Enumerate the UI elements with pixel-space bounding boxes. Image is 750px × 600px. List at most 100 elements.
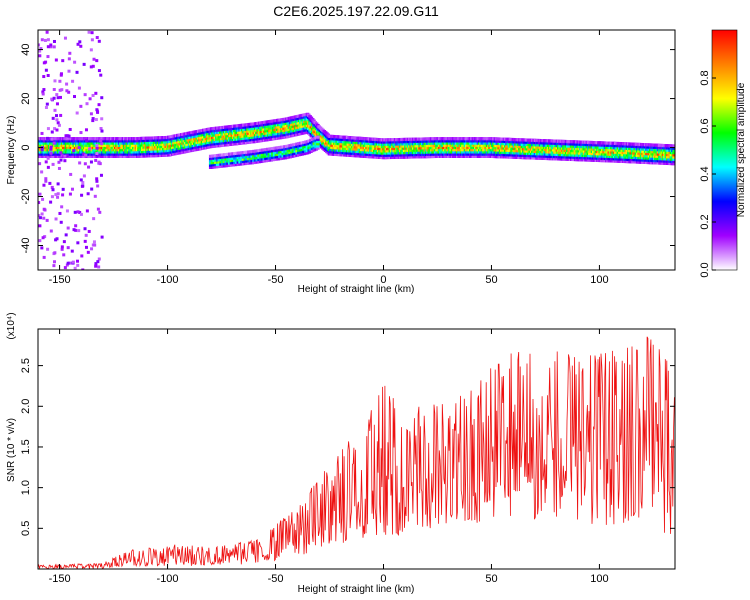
spectrogram-cell xyxy=(62,253,66,257)
spectrogram-cell xyxy=(48,181,52,185)
spectrogram-cell xyxy=(85,102,89,106)
spectrogram-cell xyxy=(86,250,90,254)
spectrogram-cell xyxy=(82,62,86,66)
spectrogram-cell xyxy=(44,68,48,72)
spectrogram-cell xyxy=(45,30,49,34)
spectrogram-cell xyxy=(92,240,96,244)
spectrogram-cell xyxy=(672,159,675,164)
spectrogram-cell xyxy=(46,38,50,42)
spectrogram-cell xyxy=(38,54,42,58)
spectrogram-cell xyxy=(58,88,62,92)
spectrogram-cell xyxy=(93,194,97,198)
spectrogram-cell xyxy=(70,187,74,191)
spectrogram-cell xyxy=(79,178,83,182)
spectrogram-cell xyxy=(40,246,44,250)
spectrogram-cell xyxy=(38,43,41,47)
spectrogram-cell xyxy=(51,188,55,192)
spectrogram-cell xyxy=(94,158,98,162)
spectrogram-cell xyxy=(42,216,46,220)
spectrogram-cell xyxy=(50,185,54,189)
spectrogram-cell xyxy=(316,139,320,144)
spectrogram-cells xyxy=(38,30,675,270)
spectrogram-cell xyxy=(78,210,82,214)
spectrogram-cell xyxy=(83,162,87,166)
spectrogram-cell xyxy=(70,249,74,253)
spectrogram-cell xyxy=(50,137,54,141)
spectrogram-cell xyxy=(46,247,50,251)
spectrogram-cell xyxy=(87,165,91,169)
spectrogram-cell xyxy=(316,144,320,148)
spectrogram-cell xyxy=(672,151,675,155)
spectrogram-cell xyxy=(99,173,103,177)
spectrogram-cell xyxy=(59,151,63,155)
spectrogram-cell xyxy=(38,224,42,228)
spectrogram-cell xyxy=(49,200,53,204)
spectrogram-cell xyxy=(45,136,49,140)
spectrogram-cell xyxy=(672,144,675,148)
spectrogram-cell xyxy=(41,197,45,201)
spectrogram-cell xyxy=(316,135,320,139)
spectrogram-cell xyxy=(80,254,84,258)
spectrogram-cell xyxy=(55,237,59,241)
spectrogram-cell xyxy=(95,146,99,150)
spectrogram-cell xyxy=(65,263,69,267)
spectrogram-cell xyxy=(96,207,100,211)
spectrogram-cell xyxy=(95,177,99,181)
spectrogram-cell xyxy=(64,233,68,237)
spectrogram-cell xyxy=(84,233,88,237)
spectrogram-cell xyxy=(67,57,71,61)
spectrogram-cell xyxy=(38,214,41,218)
spectrogram-cell xyxy=(40,212,44,216)
spectrogram-cell xyxy=(39,47,43,51)
spectrogram-cell xyxy=(80,193,84,197)
spectrogram-cell xyxy=(77,86,81,90)
spectrogram-cell xyxy=(672,157,675,161)
spectrogram-cell xyxy=(52,45,56,49)
spectrogram-cell xyxy=(94,91,98,95)
spectrogram-cell xyxy=(67,134,71,138)
spectrogram-cell xyxy=(52,141,56,145)
spectrogram-cell xyxy=(81,181,85,185)
spectrogram-cell xyxy=(96,153,100,157)
spectrogram-cell xyxy=(87,229,91,233)
spectrogram-cell xyxy=(77,146,81,150)
spectrogram-cell xyxy=(41,90,45,94)
spectrogram-cell xyxy=(40,136,44,140)
spectrogram-cell xyxy=(94,262,98,266)
spectrogram-cell xyxy=(53,127,57,131)
spectrogram-cell xyxy=(60,247,64,251)
spectrogram-cell xyxy=(40,148,44,152)
spectrogram-cell xyxy=(52,39,56,43)
spectrogram-cell xyxy=(76,42,80,46)
spectrogram-cell xyxy=(89,48,93,52)
spectrogram-cell xyxy=(46,165,50,169)
spectrogram-cell xyxy=(40,131,44,135)
spectrogram-cell xyxy=(42,61,46,65)
spectrogram-cell xyxy=(65,209,69,213)
spectrogram-cell xyxy=(672,155,675,159)
figure-title: C2E6.2025.197.22.09.G11 xyxy=(273,3,439,19)
spectrogram-cell xyxy=(73,266,77,270)
spectrogram-cell xyxy=(97,103,101,107)
spectrogram-cell xyxy=(49,147,53,151)
spectrogram-cell xyxy=(60,154,64,158)
spectrogram-cell xyxy=(95,108,99,112)
spectrogram-cell xyxy=(53,260,57,264)
spectrogram-cell xyxy=(69,172,73,176)
spectrogram-cell xyxy=(88,147,92,151)
spectrogram-cell xyxy=(672,153,675,157)
spectrogram-cell xyxy=(56,182,60,186)
spectrogram-cell xyxy=(80,184,84,188)
spectrogram-cell xyxy=(56,195,60,199)
spectrogram-cell xyxy=(49,43,53,47)
spectrogram-cell xyxy=(97,265,101,269)
spectrogram-cell xyxy=(672,146,675,150)
spectrogram-cell xyxy=(67,90,71,94)
spectrogram-cell xyxy=(56,121,60,125)
spectrogram-cell xyxy=(50,97,54,101)
spectrogram-cell xyxy=(52,264,56,268)
spectrogram-cell xyxy=(83,227,87,231)
spectrogram-cell xyxy=(46,156,50,160)
